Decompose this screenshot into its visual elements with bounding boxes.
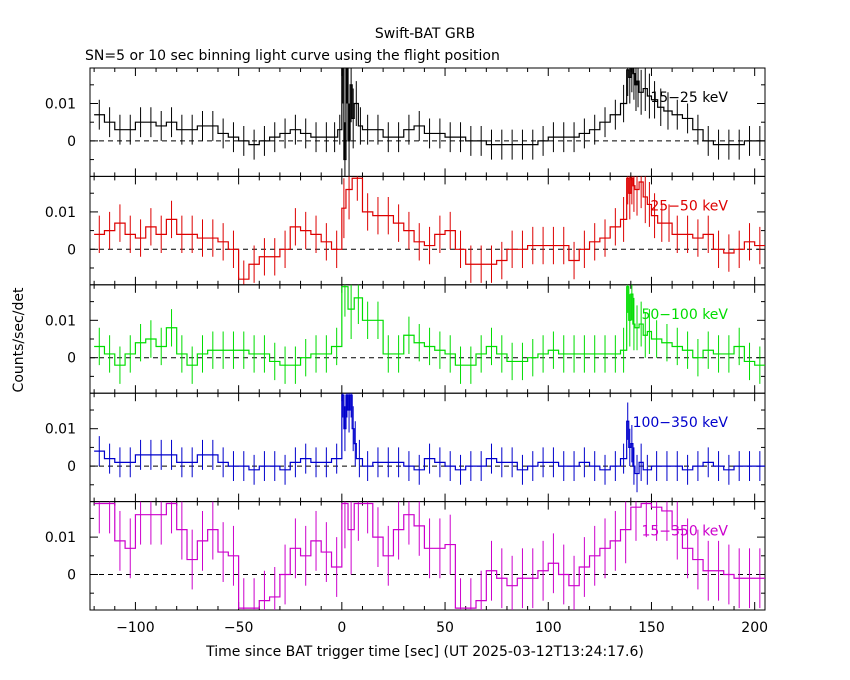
panel-25-50-kev: 0 0.01 25−50 keV (45, 175, 766, 286)
band-label: 15−25 keV (650, 90, 728, 106)
band-label: 50−100 keV (641, 307, 728, 323)
panel-50-100-kev: 0 0.01 50−100 keV (45, 284, 766, 394)
x-axis-label: Time since BAT trigger time [sec] (UT 20… (205, 644, 644, 660)
panel-frame (89, 67, 766, 177)
y-tick-label: 0.01 (45, 422, 76, 438)
band-label: 25−50 keV (650, 198, 728, 214)
y-tick-label: 0 (67, 242, 76, 258)
chart-subtitle: SN=5 or 10 sec binning light curve using… (85, 48, 500, 64)
panel-frame (89, 501, 766, 611)
light-curve-step (94, 286, 765, 366)
panel-frame (89, 175, 766, 286)
y-tick-label: 0 (67, 567, 76, 583)
y-axis-label: Counts/sec/det (11, 287, 27, 392)
y-tick-label: 0.01 (45, 530, 76, 546)
chart-title: Swift-BAT GRB (375, 26, 475, 42)
light-curve-step (94, 502, 765, 609)
x-tick-label: −100 (116, 620, 154, 636)
x-tick-label: 100 (535, 620, 562, 636)
panels-group: 0 0.01 15−25 keV 0 0.01 25−50 keV 0 0.01 50−100 … (45, 67, 768, 636)
panel-data (94, 176, 765, 285)
y-tick-label: 0 (67, 351, 76, 367)
x-tick-label: 0 (337, 620, 346, 636)
y-tick-label: 0 (67, 459, 76, 475)
y-tick-label: 0.01 (45, 97, 76, 113)
panel-15-25-kev: 0 0.01 15−25 keV (45, 67, 766, 177)
panel-frame (89, 284, 766, 394)
panel-data (94, 501, 765, 611)
panel-data (94, 68, 765, 177)
y-tick-label: 0.01 (45, 313, 76, 329)
x-tick-label: −50 (224, 620, 254, 636)
y-tick-label: 0.01 (45, 205, 76, 221)
band-label: 15−350 keV (641, 524, 728, 540)
panel-15-350-kev: 0 0.01 15−350 keV −100 −50 0 50 100 150 200 (45, 501, 768, 636)
panel-100-350-kev: 0 0.01 100−350 keV (45, 392, 766, 503)
x-tick-label: 150 (638, 620, 665, 636)
band-label: 100−350 keV (633, 415, 729, 431)
panel-frame (89, 392, 766, 503)
y-tick-label: 0 (67, 134, 76, 150)
x-tick-label: 50 (436, 620, 454, 636)
light-curve-step (94, 68, 765, 161)
x-tick-label: 200 (741, 620, 768, 636)
panel-data (94, 284, 765, 384)
panel-data (94, 393, 765, 493)
light-curve-step (94, 394, 765, 475)
